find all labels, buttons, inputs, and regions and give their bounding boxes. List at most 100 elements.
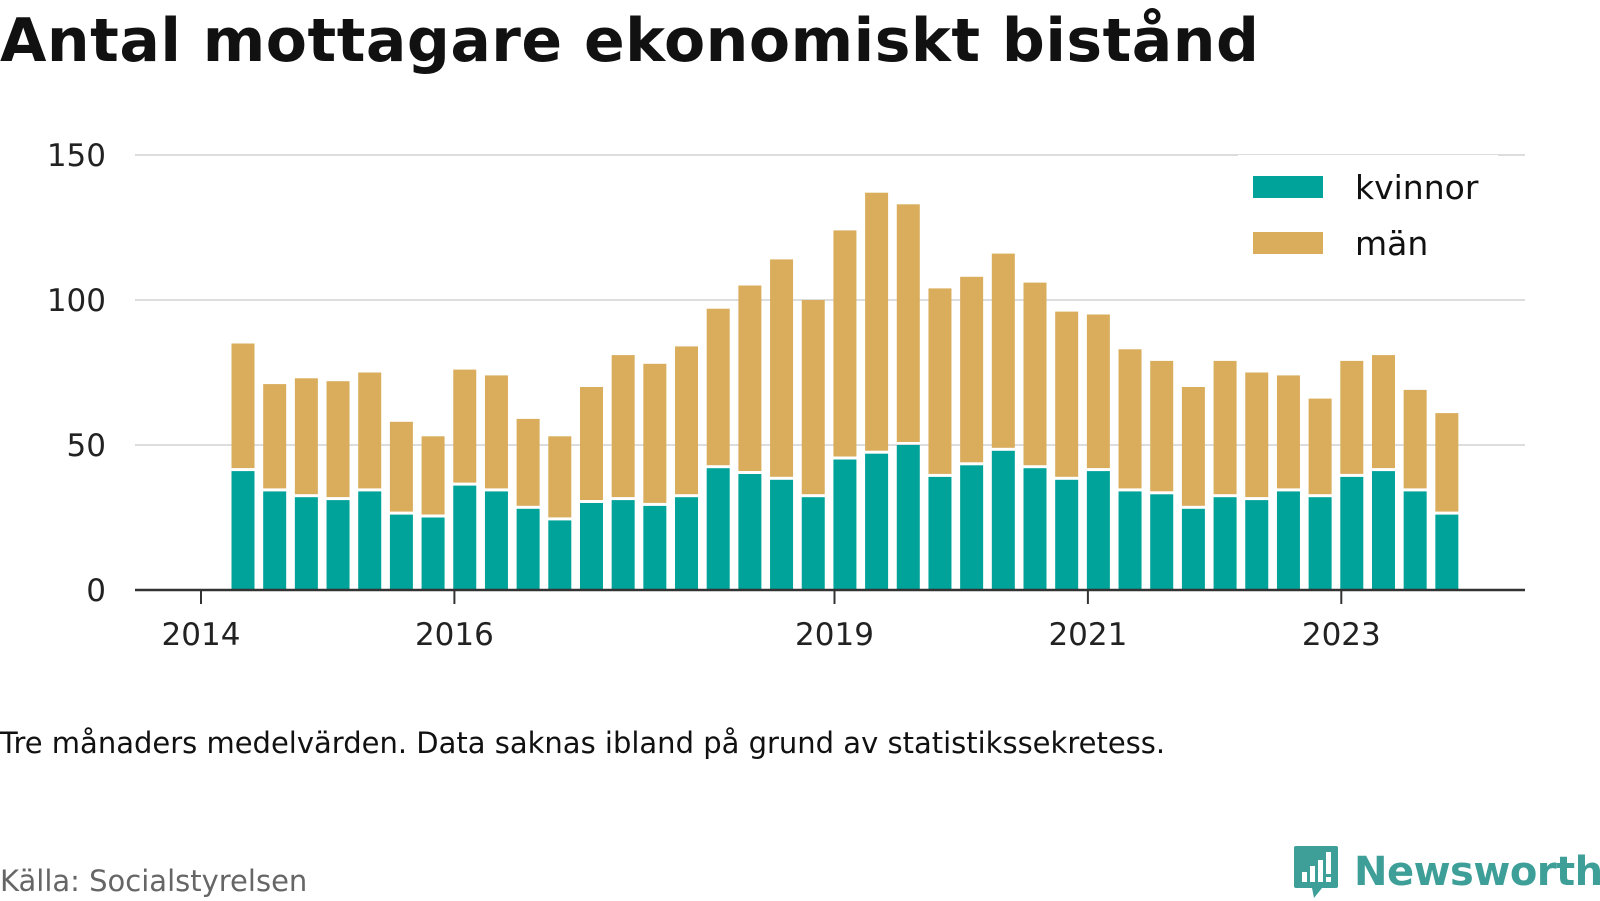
bar-kvinnor xyxy=(294,497,318,590)
bar-man xyxy=(1086,314,1110,469)
bar-man xyxy=(1245,372,1269,498)
x-tick-label: 2019 xyxy=(795,617,874,653)
source-label: Källa: Socialstyrelsen xyxy=(0,864,308,898)
bar-kvinnor xyxy=(1118,491,1142,590)
brand-logo: Newsworthy xyxy=(1292,843,1600,901)
bar-kvinnor xyxy=(1181,508,1205,590)
bar-man xyxy=(1371,355,1395,469)
bar-kvinnor xyxy=(706,468,730,590)
bar-man xyxy=(928,288,952,474)
legend-label-kvinnor: kvinnor xyxy=(1355,168,1479,207)
bar-kvinnor xyxy=(833,459,857,590)
y-tick-label: 0 xyxy=(86,573,106,609)
bar-man xyxy=(579,387,603,500)
bar-kvinnor xyxy=(865,453,889,590)
bar-man xyxy=(1023,282,1047,466)
bar-man xyxy=(960,276,984,463)
bar-kvinnor xyxy=(896,445,920,590)
bar-man xyxy=(801,300,825,495)
bar-kvinnor xyxy=(516,508,540,590)
bar-man xyxy=(1055,311,1079,477)
bar-kvinnor xyxy=(231,471,255,590)
bar-man xyxy=(1150,360,1174,492)
chart-title: Antal mottagare ekonomiskt bistånd xyxy=(0,6,1260,76)
bar-kvinnor xyxy=(1023,468,1047,590)
bar-kvinnor xyxy=(1403,491,1427,590)
bar-man xyxy=(643,363,667,503)
bar-man xyxy=(263,384,287,489)
newsworthy-logo-icon xyxy=(1294,846,1338,898)
bar-man xyxy=(516,418,540,506)
bar-kvinnor xyxy=(991,450,1015,590)
bar-kvinnor xyxy=(1340,476,1364,590)
bar-man xyxy=(706,308,730,466)
bar-man xyxy=(738,285,762,471)
bar-man xyxy=(548,436,572,518)
bar-man xyxy=(1435,413,1459,512)
bar-man xyxy=(1118,349,1142,489)
bar-kvinnor xyxy=(421,517,445,590)
bar-man xyxy=(231,343,255,469)
bar-kvinnor xyxy=(579,503,603,590)
stacked-bar-chart: 0 50 100 150 2014 2016 2019 2021 2023 kvinnor m… xyxy=(47,138,1525,653)
bar-kvinnor xyxy=(1086,471,1110,590)
bar-kvinnor xyxy=(326,500,350,590)
bar-man xyxy=(1181,387,1205,506)
bar-kvinnor xyxy=(453,485,477,590)
bar-kvinnor xyxy=(960,465,984,590)
y-axis-ticks: 0 50 100 150 xyxy=(47,138,106,609)
bar-kvinnor xyxy=(801,497,825,590)
bar-kvinnor xyxy=(675,497,699,590)
bar-kvinnor xyxy=(548,520,572,590)
y-tick-label: 50 xyxy=(67,428,106,464)
x-tick-label: 2016 xyxy=(415,617,494,653)
bar-man xyxy=(865,192,889,451)
bar-kvinnor xyxy=(1245,500,1269,590)
bar-kvinnor xyxy=(1150,494,1174,590)
legend-background xyxy=(1238,155,1498,275)
bars xyxy=(231,192,1459,590)
legend: kvinnor män xyxy=(1238,155,1498,275)
bar-man xyxy=(611,355,635,498)
bar-man xyxy=(421,436,445,515)
bar-kvinnor xyxy=(1213,497,1237,590)
bar-kvinnor xyxy=(643,505,667,590)
chart-note: Tre månaders medelvärden. Data saknas ib… xyxy=(0,726,1166,760)
legend-label-man: män xyxy=(1355,224,1428,263)
x-tick-label: 2023 xyxy=(1302,617,1381,653)
legend-swatch-man xyxy=(1253,232,1323,254)
bar-man xyxy=(1340,360,1364,474)
bar-man xyxy=(389,421,413,512)
bar-kvinnor xyxy=(1371,471,1395,590)
y-tick-label: 150 xyxy=(47,138,106,174)
bar-man xyxy=(1213,360,1237,495)
x-axis-ticks: 2014 2016 2019 2021 2023 xyxy=(162,590,1381,653)
bar-man xyxy=(991,253,1015,448)
bar-kvinnor xyxy=(1435,514,1459,590)
bar-kvinnor xyxy=(484,491,508,590)
x-tick-label: 2021 xyxy=(1048,617,1127,653)
y-tick-label: 100 xyxy=(47,283,106,319)
bar-man xyxy=(358,372,382,489)
bar-man xyxy=(484,375,508,489)
bar-kvinnor xyxy=(358,491,382,590)
bar-man xyxy=(1308,398,1332,495)
bar-man xyxy=(294,378,318,495)
bar-kvinnor xyxy=(611,500,635,590)
brand-name: Newsworthy xyxy=(1354,849,1600,895)
bar-man xyxy=(326,381,350,498)
bar-kvinnor xyxy=(928,476,952,590)
bar-man xyxy=(453,369,477,483)
bar-man xyxy=(833,230,857,457)
bar-kvinnor xyxy=(1276,491,1300,590)
bar-kvinnor xyxy=(770,479,794,590)
bar-kvinnor xyxy=(1055,479,1079,590)
x-tick-label: 2014 xyxy=(162,617,241,653)
bar-kvinnor xyxy=(389,514,413,590)
bar-kvinnor xyxy=(738,474,762,590)
bar-man xyxy=(896,204,920,442)
bar-man xyxy=(1276,375,1300,489)
bar-man xyxy=(675,346,699,495)
bar-man xyxy=(770,259,794,477)
bar-kvinnor xyxy=(1308,497,1332,590)
